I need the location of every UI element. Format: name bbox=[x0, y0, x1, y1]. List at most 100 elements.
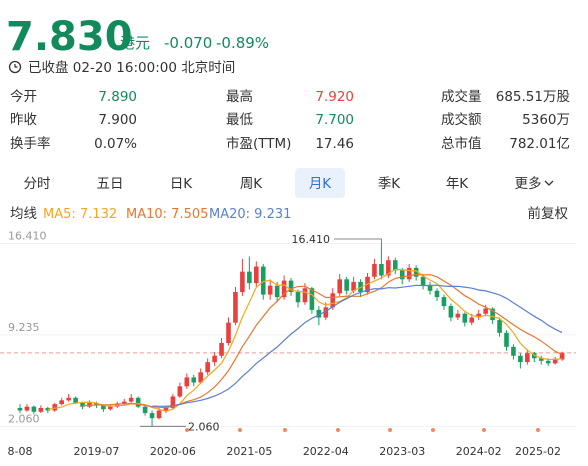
candle-body bbox=[386, 260, 391, 276]
candle-body bbox=[205, 362, 210, 373]
stat-label: 成交量 bbox=[441, 88, 482, 105]
candle-body bbox=[490, 308, 495, 321]
candle-body bbox=[17, 407, 23, 411]
stat-label: 换手率 bbox=[10, 135, 51, 152]
tab[interactable]: 更多 bbox=[515, 175, 542, 192]
low-label: 2.060 bbox=[188, 420, 220, 433]
stat-label: 今开 bbox=[10, 89, 37, 105]
candle-body bbox=[274, 285, 280, 298]
stat-label: 市盈(TTM) bbox=[226, 135, 291, 152]
x-tick-label: 2020-06 bbox=[150, 445, 196, 458]
ma-line bbox=[152, 284, 563, 407]
x-tick-label: 8-08 bbox=[8, 445, 33, 458]
candle-body bbox=[295, 292, 301, 303]
candle-body bbox=[434, 290, 440, 298]
candle-body bbox=[469, 317, 475, 323]
candle-body bbox=[413, 267, 419, 277]
tab[interactable]: 日K bbox=[170, 176, 193, 192]
candle-body bbox=[101, 405, 106, 410]
candle-body bbox=[420, 276, 426, 286]
stat-value: 0.07% bbox=[94, 136, 137, 152]
candle-body bbox=[226, 322, 231, 344]
candle-body bbox=[302, 288, 308, 303]
candle-body bbox=[379, 264, 384, 276]
stat-value: 7.890 bbox=[98, 89, 137, 105]
candle-body bbox=[163, 407, 169, 411]
change: -0.070 bbox=[164, 34, 212, 52]
candle-body bbox=[525, 353, 530, 363]
candle-body bbox=[247, 271, 252, 284]
candle-body bbox=[316, 309, 322, 318]
candle-body bbox=[337, 279, 342, 294]
tab[interactable]: 月K bbox=[309, 176, 332, 192]
candle-body bbox=[66, 397, 71, 401]
legend-entry: MA5: 7.132 bbox=[43, 207, 117, 222]
legend-entry: MA20: 9.231 bbox=[209, 207, 291, 222]
candle-body bbox=[559, 352, 565, 360]
candle-body bbox=[483, 308, 488, 314]
candle-body bbox=[191, 377, 197, 383]
candle-body bbox=[323, 307, 329, 318]
x-tick-label: 2021-05 bbox=[226, 445, 272, 458]
candle-body bbox=[121, 401, 127, 405]
candle-body bbox=[177, 386, 183, 397]
candle-body bbox=[399, 270, 405, 280]
candle-body bbox=[267, 285, 273, 295]
candle-body bbox=[344, 279, 349, 291]
candle-body bbox=[184, 377, 190, 387]
candle-body bbox=[288, 280, 294, 293]
stat-label: 总市值 bbox=[441, 135, 482, 152]
stat-value: 7.700 bbox=[315, 112, 354, 128]
candle-body bbox=[80, 402, 85, 407]
candle-body bbox=[309, 288, 315, 310]
stat-label: 成交额 bbox=[441, 111, 482, 128]
candle-body bbox=[59, 400, 64, 405]
stat-value: 17.46 bbox=[315, 136, 354, 152]
candle-body bbox=[24, 406, 30, 411]
x-tick-label: 2025-02 bbox=[515, 445, 561, 458]
candle-body bbox=[38, 407, 44, 412]
candle-body bbox=[281, 280, 287, 298]
tab[interactable]: 周K bbox=[240, 176, 263, 192]
adjust-mode[interactable]: 前复权 bbox=[528, 205, 569, 222]
candle-body bbox=[441, 297, 447, 307]
x-tick-label: 2023-03 bbox=[379, 445, 425, 458]
stat-label: 最高 bbox=[226, 88, 253, 105]
high-pointer bbox=[334, 238, 382, 244]
candle-body bbox=[427, 285, 433, 291]
stat-value: 782.01亿 bbox=[509, 136, 570, 152]
stat-label: 最低 bbox=[226, 112, 253, 128]
candle-body bbox=[511, 346, 516, 356]
candle-body bbox=[94, 402, 99, 406]
legend-entry: MA10: 7.505 bbox=[126, 207, 208, 222]
ma-line bbox=[82, 273, 563, 409]
candle-body bbox=[476, 313, 481, 318]
tab[interactable]: 分时 bbox=[24, 176, 51, 192]
candle-body bbox=[198, 372, 203, 383]
y-tick-label: 2.060 bbox=[8, 412, 40, 425]
stat-value: 7.900 bbox=[98, 112, 137, 128]
candle-body bbox=[31, 406, 37, 412]
chevron bbox=[544, 180, 554, 186]
tab[interactable]: 年K bbox=[446, 176, 469, 192]
change-pct: -0.89% bbox=[216, 34, 269, 52]
candle-body bbox=[108, 406, 113, 410]
tab[interactable]: 季K bbox=[378, 176, 401, 192]
candle-body bbox=[260, 266, 266, 295]
x-tick-label: 2019-07 bbox=[73, 445, 119, 458]
candle-body bbox=[538, 358, 544, 361]
candle-body bbox=[240, 271, 245, 293]
high-label: 16.410 bbox=[292, 233, 331, 246]
candle-body bbox=[552, 359, 558, 364]
candle-body bbox=[351, 281, 356, 291]
clock-icon bbox=[8, 60, 22, 74]
candle-body bbox=[128, 397, 134, 402]
candle-body bbox=[135, 397, 141, 407]
tab[interactable]: 五日 bbox=[97, 176, 124, 192]
stat-label: 昨收 bbox=[10, 112, 37, 128]
candle-body bbox=[393, 260, 398, 271]
stat-value: 5360万 bbox=[522, 112, 570, 128]
candle-body bbox=[448, 306, 454, 318]
y-tick-label: 9.235 bbox=[8, 321, 40, 334]
